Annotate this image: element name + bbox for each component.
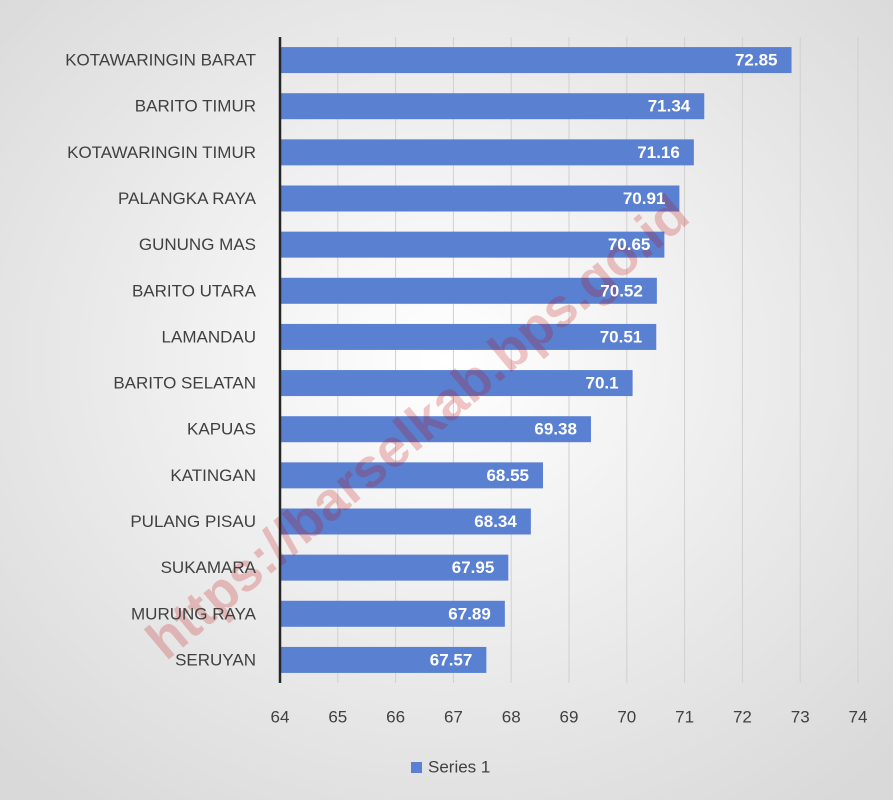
value-label: 69.38: [534, 420, 577, 439]
x-tick-label: 67: [444, 707, 463, 726]
value-label: 70.51: [600, 327, 643, 346]
value-label: 67.57: [430, 650, 473, 669]
bar: [280, 277, 657, 304]
y-tick-label: PULANG PISAU: [130, 512, 256, 531]
bar: [280, 47, 792, 74]
x-tick-label: 68: [502, 707, 521, 726]
bar: [280, 93, 705, 120]
legend-label: Series 1: [428, 757, 490, 776]
y-tick-label: BARITO UTARA: [132, 281, 257, 300]
x-tick-label: 64: [271, 707, 290, 726]
y-tick-label: BARITO TIMUR: [135, 97, 256, 116]
value-label: 67.89: [448, 604, 491, 623]
y-tick-label: SUKAMARA: [161, 558, 257, 577]
y-tick-label: KOTAWARINGIN TIMUR: [67, 143, 256, 162]
x-tick-label: 73: [791, 707, 810, 726]
bar: [280, 370, 633, 397]
y-tick-label: KAPUAS: [187, 420, 256, 439]
value-label: 71.16: [637, 143, 680, 162]
value-label: 70.65: [608, 235, 651, 254]
value-label: 70.52: [600, 281, 643, 300]
y-tick-label: BARITO SELATAN: [113, 374, 256, 393]
value-label: 68.55: [486, 466, 529, 485]
bar: [280, 646, 487, 673]
bar: [280, 231, 665, 258]
x-tick-label: 74: [849, 707, 868, 726]
x-tick-label: 72: [733, 707, 752, 726]
x-tick-label: 69: [560, 707, 579, 726]
bars: [280, 47, 792, 673]
y-tick-label: LAMANDAU: [162, 327, 256, 346]
x-tick-label: 66: [386, 707, 405, 726]
bar: [280, 139, 694, 166]
bar: [280, 508, 531, 535]
value-label: 67.95: [452, 558, 495, 577]
value-label: 70.91: [623, 189, 666, 208]
y-tick-label: MURUNG RAYA: [131, 604, 257, 623]
bar: [280, 554, 509, 581]
bar: [280, 600, 505, 627]
x-tick-label: 70: [617, 707, 636, 726]
x-tick-label: 71: [675, 707, 694, 726]
y-tick-label: KATINGAN: [170, 466, 256, 485]
y-tick-label: GUNUNG MAS: [139, 235, 256, 254]
bar: [280, 323, 657, 350]
bar: [280, 462, 543, 489]
value-label: 71.34: [648, 97, 691, 116]
x-tick-label: 65: [328, 707, 347, 726]
legend-swatch: [411, 762, 422, 773]
bar: [280, 185, 680, 212]
value-label: 72.85: [735, 51, 778, 70]
value-label: 68.34: [474, 512, 517, 531]
y-tick-label: KOTAWARINGIN BARAT: [65, 51, 256, 70]
bar: [280, 416, 591, 443]
value-label: 70.1: [585, 374, 618, 393]
y-tick-label: SERUYAN: [175, 650, 256, 669]
y-tick-label: PALANGKA RAYA: [118, 189, 257, 208]
